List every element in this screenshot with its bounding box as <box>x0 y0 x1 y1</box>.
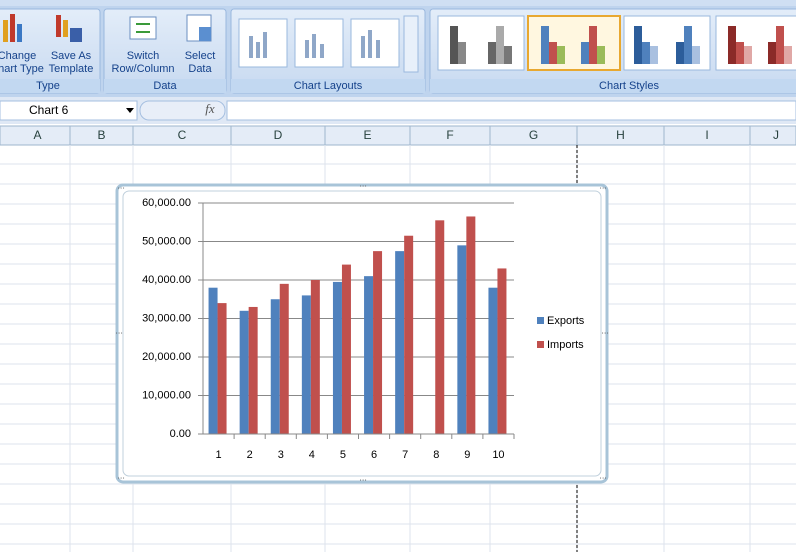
x-tick-label: 7 <box>402 449 408 461</box>
x-tick-label: 6 <box>371 449 377 461</box>
y-tick-label: 20,000.00 <box>142 351 191 363</box>
legend-swatch <box>537 317 544 324</box>
x-tick-label: 8 <box>433 449 439 461</box>
bar <box>341 264 351 434</box>
resize-handle: ∙∙∙ <box>599 182 607 192</box>
resize-handle: ∙∙∙ <box>115 327 123 337</box>
resize-handle: ∙∙∙ <box>359 180 367 190</box>
column-header[interactable]: J <box>773 128 779 142</box>
bar <box>373 251 383 434</box>
bar <box>364 276 374 434</box>
bar <box>279 283 289 434</box>
name-box-text: Chart 6 <box>29 103 69 117</box>
x-tick-label: 3 <box>278 449 284 461</box>
column-header[interactable]: C <box>178 128 187 142</box>
column-header[interactable]: G <box>529 128 538 142</box>
button-label[interactable]: Data <box>188 63 212 75</box>
bar <box>404 235 414 434</box>
legend-label: Exports <box>547 315 585 327</box>
bar <box>301 295 311 434</box>
column-header[interactable]: I <box>705 128 708 142</box>
resize-handle: ∙∙∙ <box>601 327 609 337</box>
group-label: Data <box>153 80 177 92</box>
resize-handle: ∙∙∙ <box>117 472 125 482</box>
column-header[interactable]: H <box>616 128 625 142</box>
bar <box>457 245 467 434</box>
group-label: Type <box>36 80 60 92</box>
chart-object[interactable]: 0.00 10,000.00 20,000.00 30,000.00 40,000.00… <box>115 180 609 484</box>
y-tick-label: 40,000.00 <box>142 274 191 286</box>
bar <box>239 310 249 434</box>
column-header[interactable]: F <box>446 128 453 142</box>
button-label[interactable]: Row/Column <box>112 63 175 75</box>
y-tick-label: 50,000.00 <box>142 235 191 247</box>
bar <box>488 287 498 434</box>
bar <box>332 281 342 434</box>
group-label: Chart Layouts <box>294 80 363 92</box>
name-box[interactable] <box>0 100 138 121</box>
x-tick-label: 4 <box>309 449 315 461</box>
button-label[interactable]: Change <box>0 50 36 62</box>
button-label[interactable]: Chart Type <box>0 63 44 75</box>
button-label[interactable]: Template <box>49 63 94 75</box>
bar <box>395 251 405 434</box>
column-header[interactable]: A <box>33 128 41 142</box>
x-tick-label: 9 <box>464 449 470 461</box>
bar <box>248 306 258 434</box>
column-header[interactable]: E <box>363 128 371 142</box>
y-tick-label: 30,000.00 <box>142 312 191 324</box>
y-tick-label: 0.00 <box>170 428 191 440</box>
x-tick-label: 10 <box>492 449 504 461</box>
button-label[interactable]: Select <box>185 50 216 62</box>
legend-swatch <box>537 341 544 348</box>
column-header[interactable]: D <box>274 128 283 142</box>
x-tick-label: 5 <box>340 449 346 461</box>
legend-label: Imports <box>547 339 584 351</box>
bar <box>310 280 320 434</box>
y-tick-label: 60,000.00 <box>142 197 191 209</box>
bar <box>270 299 280 434</box>
resize-handle: ∙∙∙ <box>117 182 125 192</box>
y-tick-label: 10,000.00 <box>142 389 191 401</box>
insert-function[interactable]: fx <box>205 101 215 116</box>
resize-handle: ∙∙∙ <box>599 472 607 482</box>
bar <box>435 220 445 434</box>
column-header[interactable]: B <box>97 128 105 142</box>
formula-input[interactable] <box>226 100 796 121</box>
button-label[interactable]: Save As <box>51 50 92 62</box>
button-label[interactable]: Switch <box>127 50 159 62</box>
bar <box>208 287 218 434</box>
button-icons <box>3 14 796 73</box>
resize-handle: ∙∙∙ <box>359 474 367 484</box>
bar <box>497 268 507 434</box>
x-tick-label: 2 <box>247 449 253 461</box>
bar <box>466 216 476 434</box>
x-tick-label: 1 <box>215 449 221 461</box>
bar <box>217 303 227 434</box>
group-label: Chart Styles <box>599 80 659 92</box>
